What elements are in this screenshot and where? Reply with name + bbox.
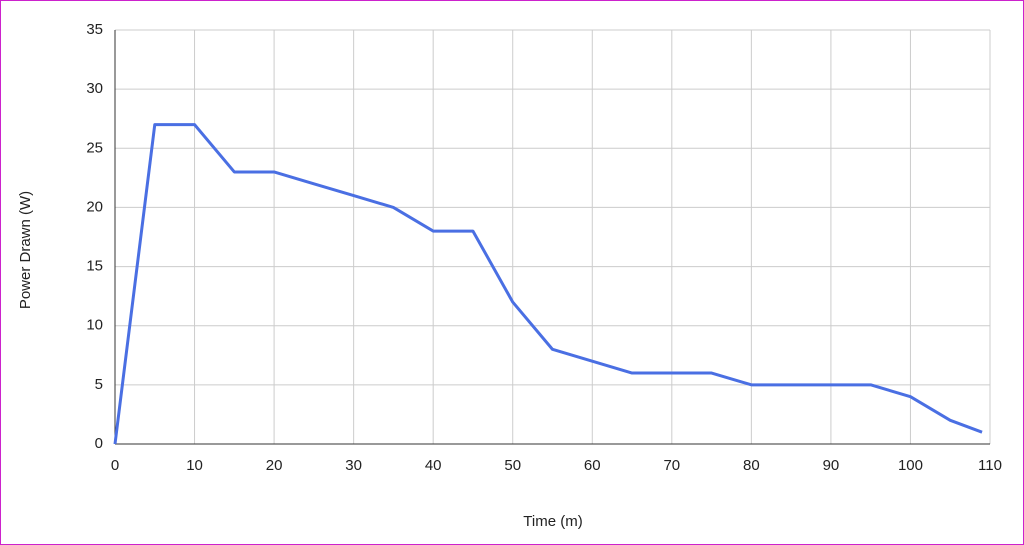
- x-tick-label: 80: [743, 457, 760, 474]
- x-axis-label: Time (m): [523, 513, 582, 530]
- x-tick-label: 30: [345, 457, 362, 474]
- y-tick-label: 20: [86, 198, 103, 215]
- x-tick-label: 100: [898, 457, 923, 474]
- x-tick-label: 20: [266, 457, 283, 474]
- x-tick-label: 50: [504, 457, 521, 474]
- x-tick-label: 40: [425, 457, 442, 474]
- line-series: [113, 123, 983, 445]
- x-tick-label: 110: [978, 457, 1002, 474]
- y-axis-label: Power Drawn (W): [17, 191, 34, 309]
- x-tick-label: 10: [186, 457, 203, 474]
- y-tick-label: 15: [86, 258, 103, 275]
- y-tick-label: 0: [95, 435, 103, 452]
- x-tick-label: 70: [663, 457, 680, 474]
- x-tick-label: 60: [584, 457, 601, 474]
- y-tick-label: 30: [86, 80, 103, 97]
- y-tick-label: 25: [86, 139, 103, 156]
- x-tick-label: 90: [823, 457, 840, 474]
- y-tick-label: 10: [86, 317, 103, 334]
- y-tick-label: 5: [95, 376, 103, 393]
- x-tick-label: 0: [111, 457, 119, 474]
- y-tick-label: 35: [86, 21, 103, 38]
